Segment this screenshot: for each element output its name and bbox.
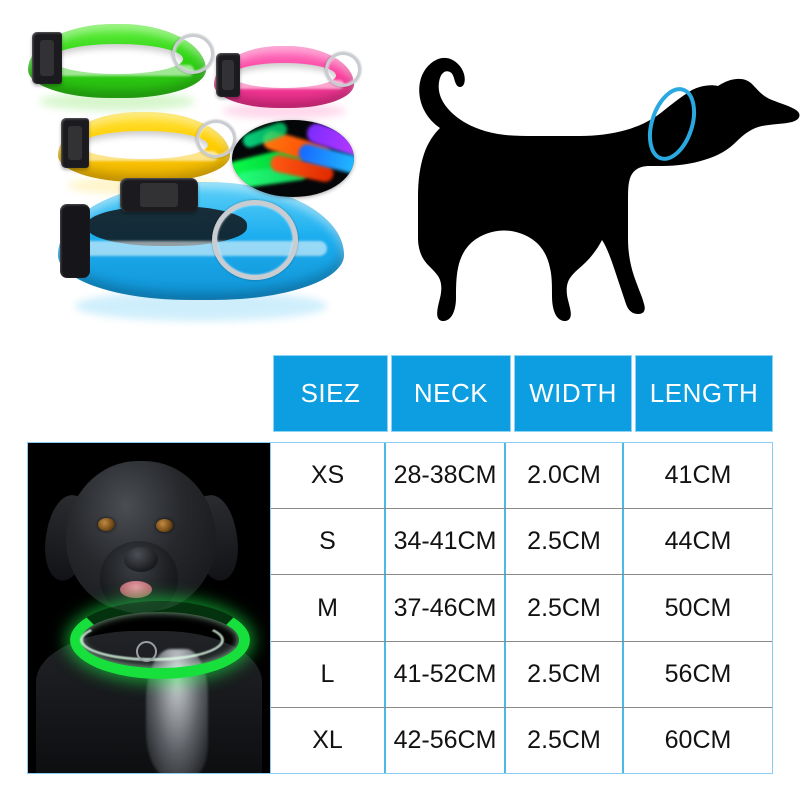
collar-product-photos: [0, 0, 400, 345]
table-row: S 34-41CM 2.5CM 44CM: [271, 509, 772, 576]
table-row: XL 42-56CM 2.5CM 60CM: [271, 707, 772, 774]
cell-size: XS: [271, 443, 386, 509]
buckle-icon: [61, 118, 89, 168]
buckle-icon: [120, 178, 198, 212]
dog-eye-right: [156, 519, 173, 532]
cell-width: 2.5CM: [506, 575, 624, 641]
collar-reflection: [38, 92, 196, 112]
d-ring-icon: [212, 200, 298, 280]
cell-neck: 41-52CM: [386, 641, 506, 707]
cell-neck: 34-41CM: [386, 509, 506, 575]
size-rows: XS 28-38CM 2.0CM 41CM S 34-41CM 2.5CM 44…: [271, 443, 772, 774]
dog-wearing-green-collar-photo: [28, 443, 271, 773]
green-glowing-collar: [70, 601, 250, 679]
cell-width: 2.0CM: [506, 443, 624, 509]
product-image-panel: [0, 0, 800, 345]
led-glow-inset: [232, 120, 354, 197]
yellow-led-collar: [58, 112, 236, 195]
collar-ring-icon: [136, 641, 157, 662]
header-spacer: [27, 355, 270, 432]
dog-eye-left: [98, 518, 115, 531]
dog-nose: [124, 547, 158, 572]
led-strip: [40, 64, 194, 76]
neck-measure-marker: [647, 87, 697, 161]
table-row: L 41-52CM 2.5CM 56CM: [271, 641, 772, 708]
column-header-neck: NECK: [391, 355, 511, 432]
dog-silhouette-svg: [418, 57, 800, 321]
cell-size: L: [271, 641, 386, 707]
collar-reflection: [222, 103, 346, 120]
size-chart-header-row: SIEZ NECK WIDTH LENGTH: [27, 355, 773, 432]
d-ring-icon: [196, 120, 236, 158]
cell-length: 56CM: [664, 659, 732, 688]
cell-width: 2.5CM: [506, 707, 624, 774]
dog-portrait: [28, 443, 270, 773]
cell-neck: 28-38CM: [386, 443, 506, 509]
pink-led-collar: [214, 46, 361, 120]
dog-silhouette-illustration: [400, 0, 800, 345]
buckle-icon: [216, 53, 240, 97]
d-ring-icon: [172, 34, 214, 74]
cell-width: 2.5CM: [506, 641, 624, 707]
dog-tongue: [120, 581, 152, 598]
cell-size: XL: [271, 707, 386, 774]
column-header-length: LENGTH: [635, 355, 773, 432]
cell-size: S: [271, 509, 386, 575]
blue-led-collar: [58, 178, 344, 322]
size-chart-table: SIEZ NECK WIDTH LENGTH: [27, 355, 773, 774]
led-strip: [70, 150, 218, 161]
cell-length: 60CM: [664, 725, 732, 754]
cell-length: 50CM: [664, 593, 732, 622]
table-row: M 37-46CM 2.5CM 50CM: [271, 575, 772, 642]
buckle-icon: [32, 32, 62, 84]
strap-keeper-icon: [60, 204, 90, 278]
dog-body-shape: [418, 57, 800, 321]
led-strip: [223, 80, 345, 90]
cell-length: 44CM: [664, 527, 732, 556]
column-header-width: WIDTH: [514, 355, 632, 432]
column-header-size: SIEZ: [273, 355, 388, 432]
table-row: XS 28-38CM 2.0CM 41CM: [271, 443, 772, 510]
cell-neck: 37-46CM: [386, 575, 506, 641]
cell-width: 2.5CM: [506, 509, 624, 575]
cell-neck: 42-56CM: [386, 707, 506, 774]
cell-length: 41CM: [664, 461, 732, 490]
size-chart-body: XS 28-38CM 2.0CM 41CM S 34-41CM 2.5CM 44…: [27, 442, 773, 774]
cell-size: M: [271, 575, 386, 641]
d-ring-icon: [325, 52, 361, 87]
green-led-collar: [28, 24, 214, 112]
